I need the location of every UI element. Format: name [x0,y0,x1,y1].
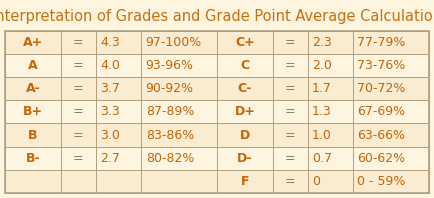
Text: 0: 0 [312,175,320,188]
Bar [5,31,429,54]
Text: 93-96%: 93-96% [146,59,194,72]
Text: =: = [73,129,84,142]
Bar [5,170,429,193]
Text: 2.3: 2.3 [312,36,332,49]
Text: =: = [285,82,296,95]
Text: 77-79%: 77-79% [358,36,406,49]
Text: 3.0: 3.0 [100,129,120,142]
Text: =: = [285,36,296,49]
Text: =: = [285,152,296,165]
Text: C: C [240,59,250,72]
Text: 2.0: 2.0 [312,59,332,72]
Bar [5,54,429,77]
Text: 97-100%: 97-100% [146,36,202,49]
Text: 3.7: 3.7 [100,82,120,95]
Bar [5,77,429,100]
Text: =: = [285,129,296,142]
Text: =: = [285,105,296,118]
Text: D-: D- [237,152,253,165]
Bar [5,31,429,193]
Bar [5,124,429,147]
Bar [5,147,429,170]
Text: =: = [73,152,84,165]
Text: 4.3: 4.3 [100,36,120,49]
Text: 80-82%: 80-82% [146,152,194,165]
Text: =: = [73,36,84,49]
Text: 90-92%: 90-92% [146,82,194,95]
Text: 83-86%: 83-86% [146,129,194,142]
Text: 87-89%: 87-89% [146,105,194,118]
Text: 63-66%: 63-66% [358,129,405,142]
Text: A: A [28,59,38,72]
Text: B-: B- [26,152,40,165]
Text: C-: C- [237,82,252,95]
Text: 1.7: 1.7 [312,82,332,95]
Text: 73-76%: 73-76% [358,59,406,72]
Text: A-: A- [26,82,40,95]
Text: 1.3: 1.3 [312,105,332,118]
Text: C+: C+ [235,36,255,49]
Text: =: = [73,59,84,72]
Text: 0.7: 0.7 [312,152,332,165]
Text: 1.0: 1.0 [312,129,332,142]
Text: 67-69%: 67-69% [358,105,406,118]
Text: =: = [73,82,84,95]
Text: 2.7: 2.7 [100,152,120,165]
Text: =: = [285,175,296,188]
Text: Interpretation of Grades and Grade Point Average Calculation: Interpretation of Grades and Grade Point… [0,9,434,24]
Text: D: D [240,129,250,142]
Text: B+: B+ [23,105,43,118]
Text: 3.3: 3.3 [100,105,120,118]
Text: B: B [28,129,38,142]
Text: 4.0: 4.0 [100,59,120,72]
Text: A+: A+ [23,36,43,49]
Text: 70-72%: 70-72% [358,82,406,95]
Text: =: = [285,59,296,72]
Text: F: F [240,175,249,188]
Text: 0 - 59%: 0 - 59% [358,175,406,188]
Text: D+: D+ [234,105,255,118]
Bar [5,100,429,124]
Text: =: = [73,105,84,118]
Text: 60-62%: 60-62% [358,152,406,165]
